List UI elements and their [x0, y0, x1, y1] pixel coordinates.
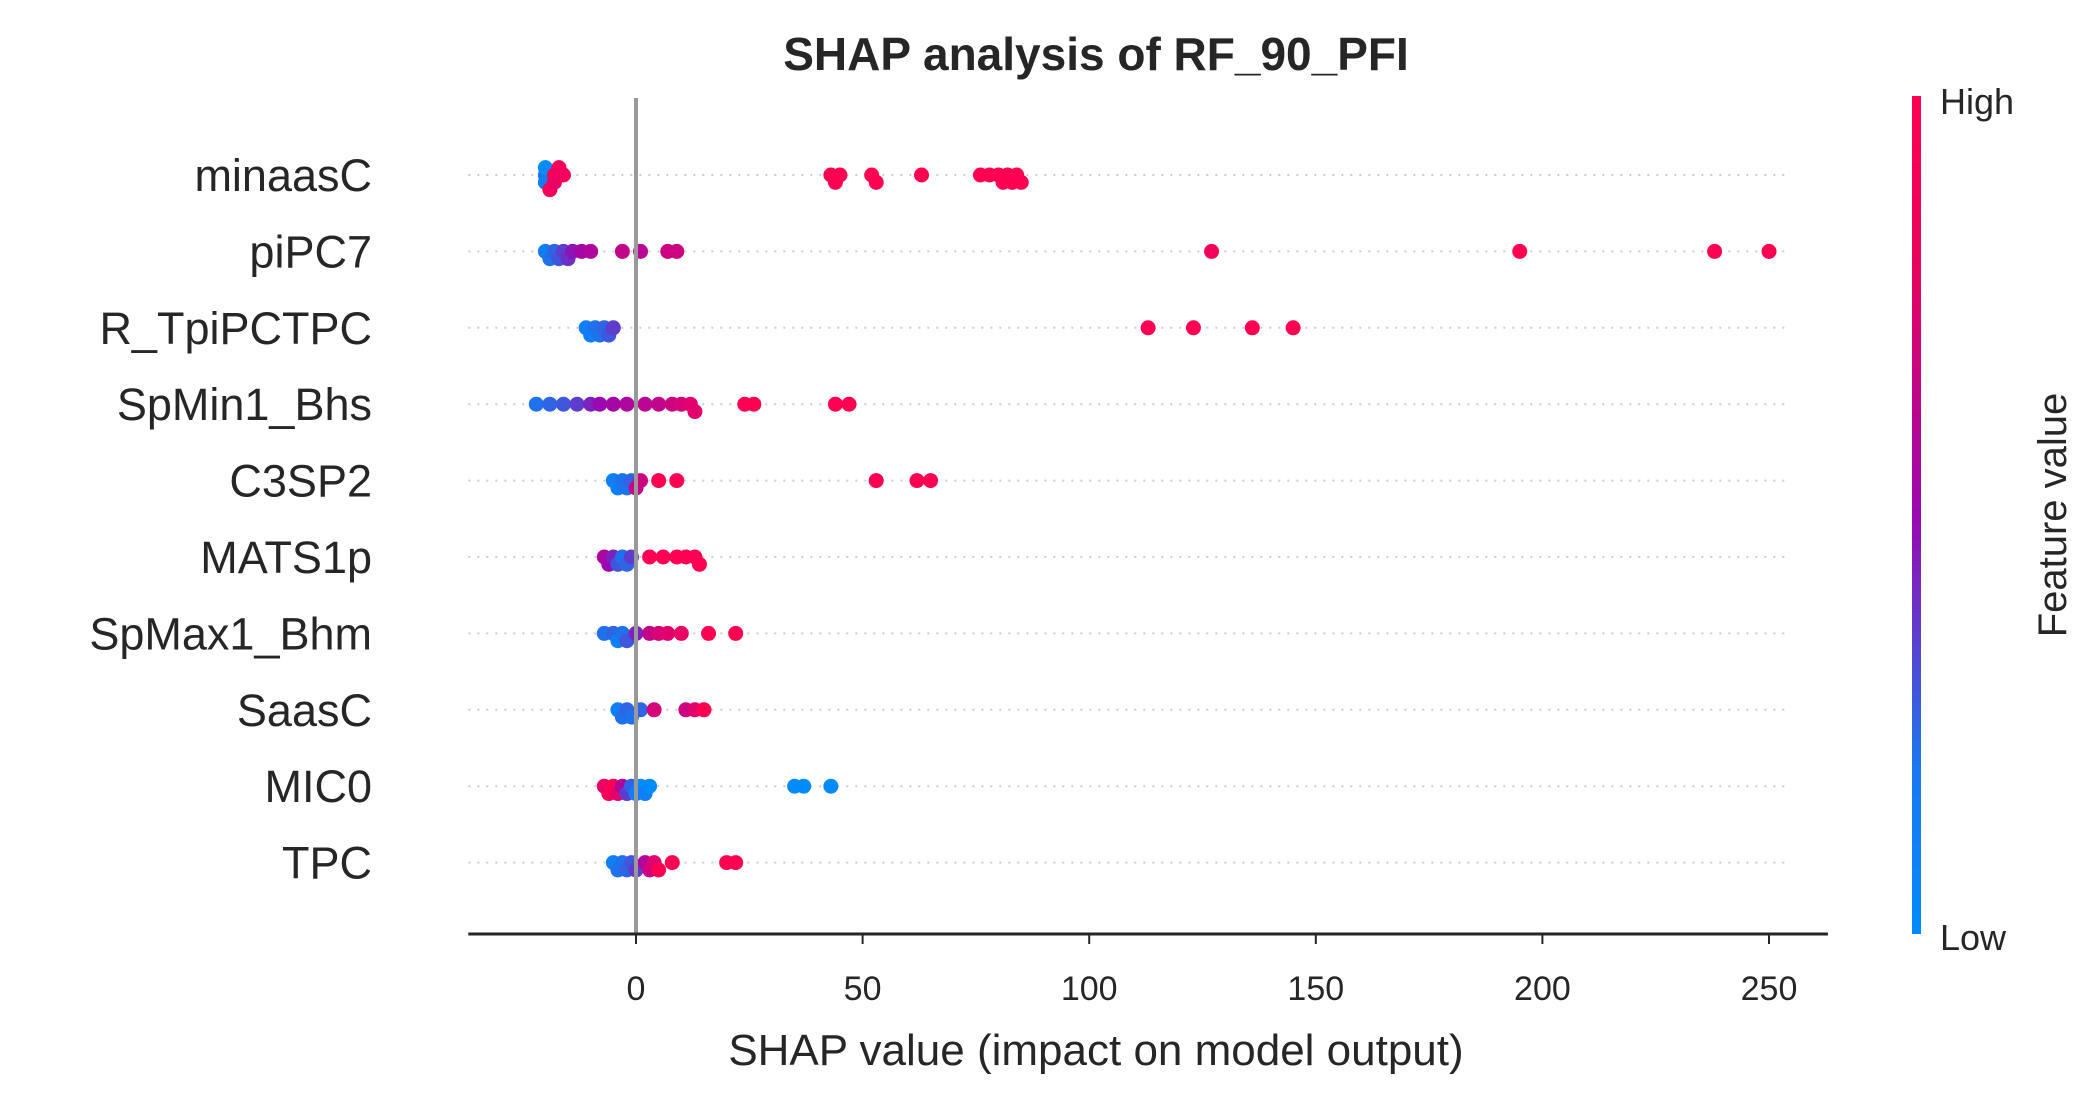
point-C3SP2-9: [868, 473, 884, 489]
point-SpMin1_Bhs-9: [651, 396, 667, 412]
point-SaasC-8: [696, 702, 712, 718]
x-tick-label-100: 100: [1061, 970, 1118, 1008]
point-MIC0-12: [796, 778, 812, 794]
point-C3SP2-8: [669, 473, 685, 489]
point-SpMin1_Bhs-2: [555, 396, 571, 412]
feature-label-SaasC: SaasC: [237, 685, 372, 736]
x-tick-label-200: 200: [1514, 970, 1571, 1008]
point-SpMin1_Bhs-15: [746, 396, 762, 412]
point-MIC0-13: [823, 778, 839, 794]
feature-rows: minaasC piPC7 R_TpiPCTPC SpMin1_Bhs C3SP2 MAT…: [89, 150, 1788, 889]
point-C3SP2-7: [651, 473, 667, 489]
point-C3SP2-10: [909, 473, 925, 489]
feature-label-MIC0: MIC0: [264, 761, 372, 812]
point-SpMax1_Bhm-11: [728, 625, 744, 641]
feature-label-C3SP2: C3SP2: [229, 456, 372, 507]
point-R_TpiPCTPC-6: [605, 320, 621, 336]
point-piPC7-8: [583, 243, 599, 259]
point-SpMax1_Bhm-9: [673, 625, 689, 641]
point-piPC7-13: [1204, 243, 1220, 259]
feature-label-piPC7: piPC7: [249, 226, 372, 277]
point-SpMin1_Bhs-16: [827, 396, 843, 412]
chart-title: SHAP analysis of RF_90_PFI: [783, 28, 1409, 80]
data-points: [528, 160, 1777, 878]
point-SpMin1_Bhs-3: [569, 396, 585, 412]
point-minaasC-13: [914, 167, 930, 183]
point-SpMin1_Bhs-1: [542, 396, 558, 412]
point-MIC0-10: [642, 778, 658, 794]
feature-label-SpMax1_Bhm: SpMax1_Bhm: [89, 608, 372, 659]
point-SpMin1_Bhs-8: [637, 396, 653, 412]
point-R_TpiPCTPC-10: [1285, 320, 1301, 336]
point-TPC-10: [664, 855, 680, 871]
point-piPC7-15: [1707, 243, 1723, 259]
colorbar: [1912, 96, 1921, 934]
x-tick-label-250: 250: [1741, 970, 1798, 1008]
point-TPC-12: [728, 855, 744, 871]
colorbar-title: Feature value: [2031, 393, 2075, 638]
feature-label-MATS1p: MATS1p: [200, 532, 372, 583]
feature-label-SpMin1_Bhs: SpMin1_Bhs: [117, 379, 372, 430]
point-MATS1p-8: [655, 549, 671, 565]
point-minaasC-21: [1013, 174, 1029, 190]
point-SpMin1_Bhs-5: [592, 396, 608, 412]
point-piPC7-9: [614, 243, 630, 259]
x-tick-label-50: 50: [844, 970, 882, 1008]
feature-label-minaasC: minaasC: [194, 150, 372, 201]
point-TPC-9: [651, 862, 667, 878]
point-SpMin1_Bhs-7: [619, 396, 635, 412]
point-piPC7-16: [1761, 243, 1777, 259]
feature-label-TPC: TPC: [282, 838, 372, 889]
point-minaasC-12: [868, 174, 884, 190]
point-minaasC-7: [555, 167, 571, 183]
point-SpMin1_Bhs-17: [841, 396, 857, 412]
x-axis-label: SHAP value (impact on model output): [728, 1026, 1463, 1075]
point-R_TpiPCTPC-8: [1185, 320, 1201, 336]
point-MATS1p-7: [642, 549, 658, 565]
point-SpMax1_Bhm-10: [701, 625, 717, 641]
colorbar-low-label: Low: [1940, 917, 2007, 958]
point-R_TpiPCTPC-9: [1244, 320, 1260, 336]
x-axis-ticks: 0 50 100 150 200 250: [627, 934, 1798, 1008]
point-SpMin1_Bhs-0: [528, 396, 544, 412]
colorbar-high-label: High: [1940, 81, 2014, 122]
feature-label-R_TpiPCTPC: R_TpiPCTPC: [99, 303, 372, 354]
point-C3SP2-11: [923, 473, 939, 489]
point-SpMin1_Bhs-6: [605, 396, 621, 412]
point-SpMax1_Bhm-8: [660, 625, 676, 641]
point-MATS1p-12: [691, 556, 707, 572]
point-SpMin1_Bhs-13: [687, 404, 703, 420]
x-tick-label-0: 0: [627, 970, 646, 1008]
point-piPC7-12: [669, 243, 685, 259]
x-tick-label-150: 150: [1287, 970, 1344, 1008]
point-R_TpiPCTPC-7: [1140, 320, 1156, 336]
point-piPC7-14: [1512, 243, 1528, 259]
point-SaasC-5: [646, 702, 662, 718]
point-minaasC-10: [832, 167, 848, 183]
